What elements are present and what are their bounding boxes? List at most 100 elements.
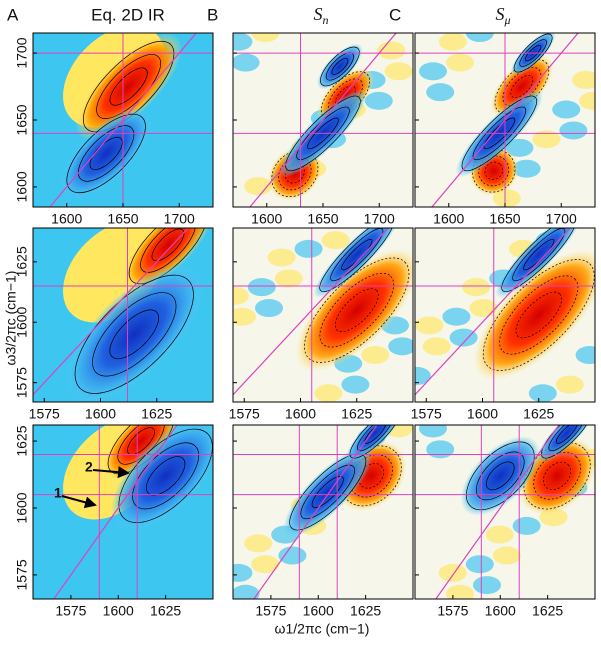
noise-patch xyxy=(426,440,455,459)
panel xyxy=(33,228,213,402)
x-tick-label: 1600 xyxy=(285,406,316,422)
annotation-label: 1 xyxy=(54,485,62,501)
panel-title: Sn xyxy=(314,4,329,27)
y-tick-label: 1625 xyxy=(14,246,30,277)
panel-title: Sμ xyxy=(495,4,510,27)
diagonal xyxy=(233,228,390,396)
contour xyxy=(127,427,155,455)
noise-patch xyxy=(233,307,256,326)
x-tick-label: 1575 xyxy=(411,406,442,422)
contour xyxy=(484,161,503,180)
noise-patch xyxy=(267,248,296,267)
x-tick-label: 1625 xyxy=(141,406,172,422)
noise-patch xyxy=(422,337,451,356)
diagonal xyxy=(53,425,178,599)
positive-peak xyxy=(473,249,595,381)
negative-peak xyxy=(64,264,204,402)
contour xyxy=(524,44,542,62)
annotation-arrow xyxy=(92,466,130,479)
panel-title-subscript: μ xyxy=(503,13,510,27)
contour xyxy=(118,428,213,523)
noise-patch xyxy=(512,516,541,535)
x-tick-label: 1600 xyxy=(51,211,82,227)
x-tick-label: 1700 xyxy=(546,211,577,227)
diagonal xyxy=(249,33,397,207)
panel xyxy=(415,228,595,402)
noise-patch xyxy=(572,70,595,89)
noise-patch xyxy=(512,159,541,178)
contour xyxy=(335,85,356,107)
negative-peak xyxy=(283,447,373,537)
x-tick-label: 1600 xyxy=(433,211,464,227)
noise-patch xyxy=(473,576,501,595)
noise-patch xyxy=(505,138,534,157)
x-tick-label: 1625 xyxy=(150,603,181,619)
noise-patch xyxy=(415,316,444,335)
contour xyxy=(541,425,593,459)
y-tick-label: 1600 xyxy=(14,492,30,523)
y-tick-label: 1600 xyxy=(14,171,30,202)
panel-frame xyxy=(232,227,414,403)
negative-peak xyxy=(59,107,153,200)
contour xyxy=(501,228,577,292)
contour xyxy=(472,106,527,161)
panel-frame xyxy=(414,424,596,600)
panel-title-symbol: S xyxy=(314,4,323,24)
negative-peak xyxy=(313,228,401,299)
x-tick-label: 1575 xyxy=(437,603,468,619)
noise-patch xyxy=(274,269,303,288)
noise-patch xyxy=(314,384,343,402)
contour xyxy=(311,475,344,508)
panel-title: Eq. 2D IR xyxy=(91,5,165,24)
noise-patch xyxy=(532,130,561,149)
x-tick-label: 1600 xyxy=(103,603,134,619)
contour xyxy=(334,288,379,333)
x-tick-label: 1600 xyxy=(303,603,334,619)
noise-patch xyxy=(552,100,581,119)
noise-patch xyxy=(419,425,447,438)
noise-patch xyxy=(465,555,494,574)
noise-patch xyxy=(465,33,494,42)
panel xyxy=(33,425,213,599)
contour xyxy=(307,117,339,150)
contour xyxy=(109,67,148,106)
contour xyxy=(320,46,360,87)
panel-letter: A xyxy=(7,5,19,24)
x-tick-label: 1700 xyxy=(364,211,395,227)
contour xyxy=(82,40,175,133)
panel xyxy=(33,33,213,207)
noise-patch xyxy=(388,337,413,356)
negative-peak xyxy=(495,228,583,299)
y-tick-label: 1575 xyxy=(14,367,30,398)
noise-patch xyxy=(321,231,350,250)
x-tick-label: 1650 xyxy=(107,211,138,227)
noise-patch xyxy=(255,299,283,318)
noise-patch xyxy=(233,53,260,72)
negative-peak xyxy=(317,43,363,90)
x-tick-label: 1625 xyxy=(341,406,372,422)
positive-peak xyxy=(122,228,213,291)
diagonal xyxy=(415,228,572,396)
panel-frame xyxy=(32,424,214,600)
contour xyxy=(78,125,135,182)
positive-peak xyxy=(75,33,182,140)
noise-patch xyxy=(361,346,390,365)
noise-patch xyxy=(233,286,249,305)
diagonal xyxy=(435,425,560,599)
contour xyxy=(483,117,516,150)
contour xyxy=(285,95,361,172)
noise-patch xyxy=(469,299,498,318)
contour xyxy=(319,228,395,292)
x-tick-label: 1600 xyxy=(485,603,516,619)
noise-patch xyxy=(247,278,276,297)
y-tick-label: 1575 xyxy=(14,559,30,590)
panel-frame xyxy=(232,424,414,600)
panel xyxy=(233,33,413,207)
annotation-label: 2 xyxy=(85,459,93,475)
x-tick-label: 1625 xyxy=(350,603,381,619)
y-tick-label: 1700 xyxy=(14,37,30,68)
contour xyxy=(472,149,516,193)
contour xyxy=(151,228,185,262)
panel xyxy=(415,425,595,599)
contour xyxy=(74,274,194,394)
